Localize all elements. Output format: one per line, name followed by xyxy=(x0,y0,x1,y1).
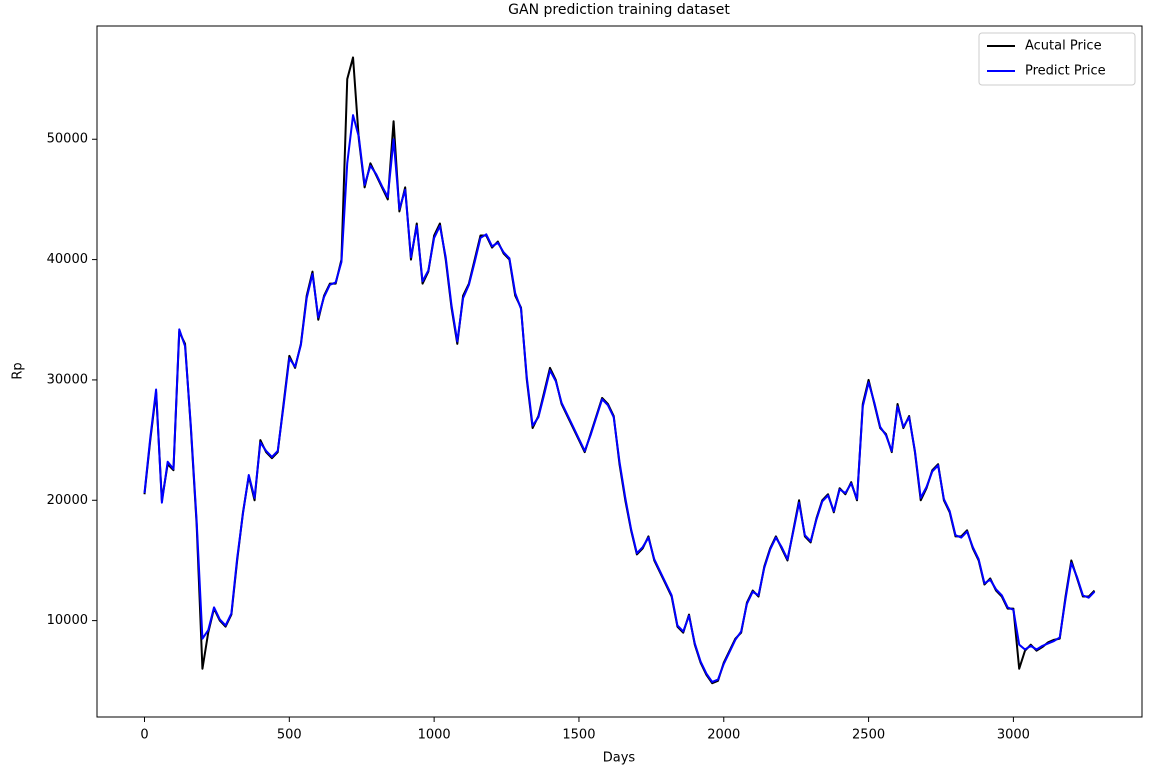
price-line xyxy=(143,114,1096,683)
y-tick-label: 40000 xyxy=(47,252,88,267)
legend-box xyxy=(978,32,1136,86)
y-axis-label: Rp xyxy=(11,362,26,379)
x-tick-label: 3000 xyxy=(997,728,1030,743)
x-tick-label: 0 xyxy=(140,728,148,743)
y-tick-label: 20000 xyxy=(47,493,88,508)
x-tick-label: 500 xyxy=(277,728,302,743)
x-axis-label: Days xyxy=(603,751,636,766)
legend-label: Predict Price xyxy=(1025,64,1106,79)
chart-title: GAN prediction training dataset xyxy=(508,2,730,18)
x-tick-label: 1500 xyxy=(562,728,595,743)
legend-label: Acutal Price xyxy=(1025,39,1102,54)
y-tick-label: 30000 xyxy=(47,372,88,387)
x-tick-label: 1000 xyxy=(418,728,451,743)
plot-frame xyxy=(96,25,1143,718)
x-tick-label: 2500 xyxy=(852,728,885,743)
x-tick-label: 2000 xyxy=(707,728,740,743)
y-tick-label: 50000 xyxy=(47,132,88,147)
y-tick-label: 10000 xyxy=(47,613,88,628)
